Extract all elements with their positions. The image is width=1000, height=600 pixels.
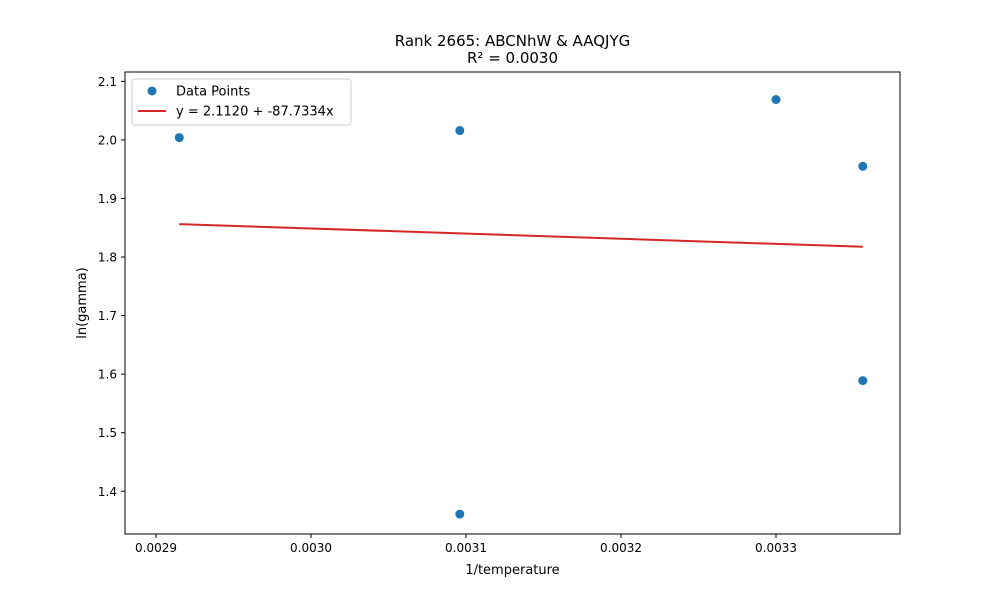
legend-marker-data-points (148, 87, 157, 96)
data-point (858, 376, 867, 385)
x-tick-label: 0.0032 (600, 541, 642, 555)
y-tick-label: 2.0 (98, 133, 117, 147)
x-tick-label: 0.0031 (445, 541, 487, 555)
chart-subtitle: R² = 0.0030 (467, 49, 558, 67)
y-tick-label: 1.6 (98, 368, 117, 382)
legend-label-data-points: Data Points (176, 85, 250, 100)
y-tick-label: 2.1 (98, 75, 117, 89)
x-tick-label: 0.0030 (290, 541, 332, 555)
data-point (455, 126, 464, 135)
data-point (175, 133, 184, 142)
x-tick-label: 0.0033 (755, 541, 797, 555)
data-point (455, 510, 464, 519)
x-axis-label: 1/temperature (465, 563, 559, 578)
y-tick-label: 1.4 (98, 485, 117, 499)
y-tick-label: 1.9 (98, 192, 117, 206)
plot-frame (125, 72, 900, 534)
legend: Data Points y = 2.1120 + -87.7334x (132, 79, 351, 125)
data-point (772, 95, 781, 104)
x-axis: 0.0029 0.0030 0.0031 0.0032 0.0033 (135, 534, 797, 555)
y-tick-label: 1.7 (98, 309, 117, 323)
fit-line (179, 224, 863, 247)
chart-title: Rank 2665: ABCNhW & AAQJYG (395, 32, 631, 50)
y-tick-label: 1.5 (98, 426, 117, 440)
legend-label-fit-line: y = 2.1120 + -87.7334x (176, 105, 334, 120)
y-tick-label: 1.8 (98, 251, 117, 265)
y-axis-label: ln(gamma) (75, 267, 90, 339)
plot-content (175, 95, 868, 519)
y-axis: 1.4 1.5 1.6 1.7 1.8 1.9 2.0 2.1 (98, 75, 125, 499)
data-point (858, 162, 867, 171)
x-tick-label: 0.0029 (135, 541, 177, 555)
